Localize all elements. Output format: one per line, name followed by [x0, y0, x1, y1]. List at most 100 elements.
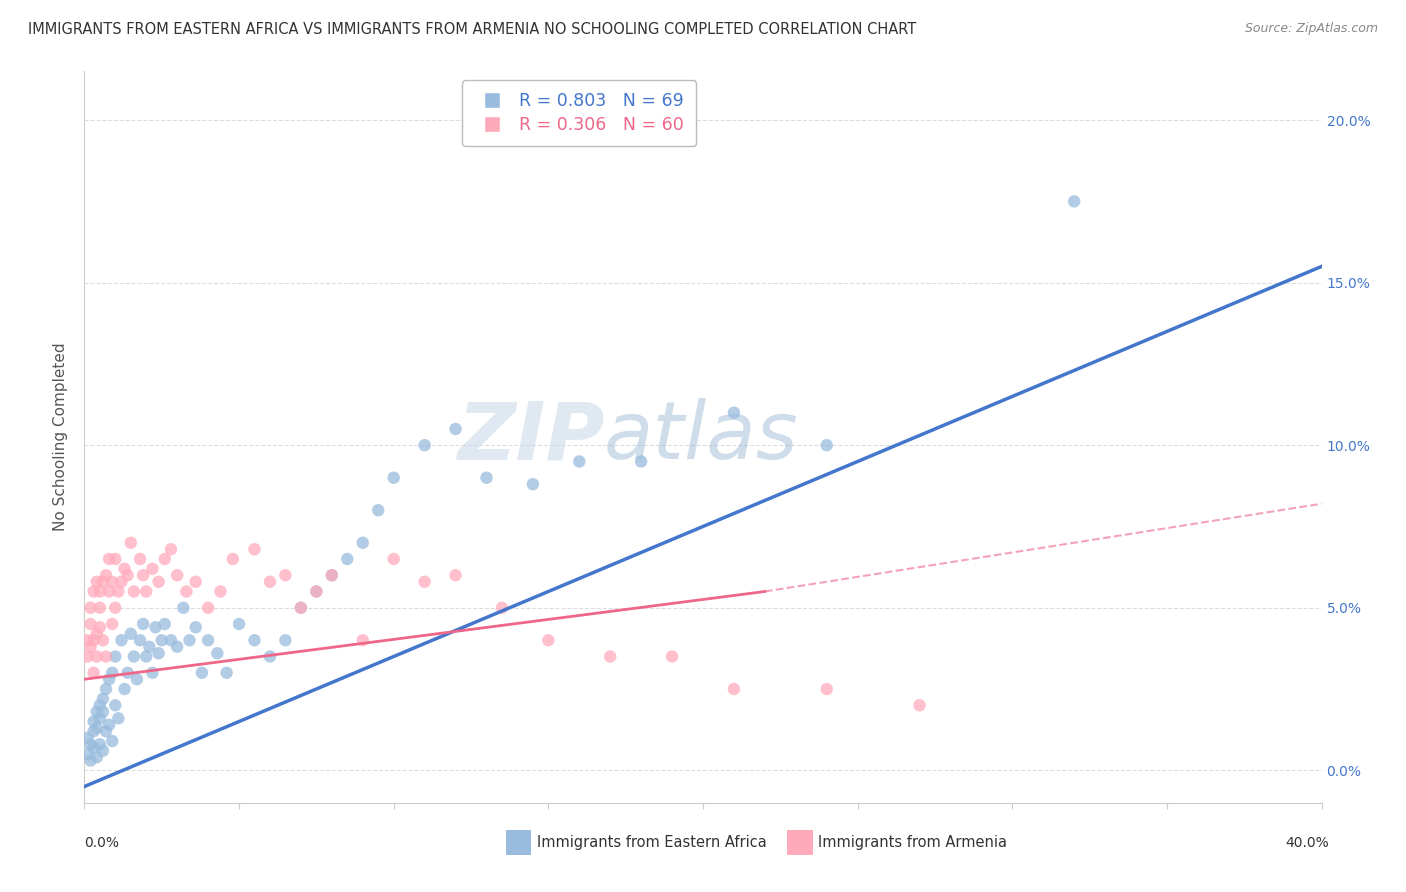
Point	[104, 552, 127, 566]
Point	[107, 584, 129, 599]
Point	[129, 552, 152, 566]
Point	[120, 535, 142, 549]
Point	[145, 620, 167, 634]
Point	[153, 617, 176, 632]
Point	[91, 744, 114, 758]
Point	[83, 633, 105, 648]
Point	[352, 535, 374, 549]
Point	[723, 406, 745, 420]
Point	[599, 649, 621, 664]
Point	[98, 584, 121, 599]
Point	[104, 649, 127, 664]
Point	[166, 640, 188, 654]
Point	[207, 646, 229, 660]
Point	[89, 584, 111, 599]
Point	[79, 737, 101, 751]
Point	[83, 714, 105, 729]
Point	[141, 562, 163, 576]
Point	[179, 633, 201, 648]
Point	[98, 673, 121, 687]
Point	[120, 626, 142, 640]
Point	[76, 731, 98, 745]
Point	[98, 552, 121, 566]
Point	[141, 665, 163, 680]
Point	[76, 747, 98, 761]
Point	[107, 711, 129, 725]
Point	[122, 584, 145, 599]
Point	[101, 574, 124, 589]
Point	[290, 600, 312, 615]
Legend: R = 0.803   N = 69, R = 0.306   N = 60: R = 0.803 N = 69, R = 0.306 N = 60	[463, 80, 696, 146]
Point	[86, 649, 108, 664]
Point	[723, 681, 745, 696]
Point	[444, 568, 467, 582]
Point	[321, 568, 343, 582]
Point	[94, 724, 117, 739]
Point	[83, 740, 105, 755]
Point	[491, 600, 513, 615]
Point	[83, 724, 105, 739]
Point	[135, 649, 157, 664]
Point	[122, 649, 145, 664]
Point	[243, 542, 266, 557]
Point	[76, 633, 98, 648]
Point	[79, 600, 101, 615]
Text: atlas: atlas	[605, 398, 799, 476]
Point	[94, 568, 117, 582]
Text: 0.0%: 0.0%	[84, 836, 120, 850]
Point	[336, 552, 359, 566]
Point	[815, 681, 838, 696]
Point	[215, 665, 238, 680]
Point	[148, 646, 170, 660]
Point	[661, 649, 683, 664]
Point	[117, 665, 139, 680]
Point	[79, 640, 101, 654]
Point	[367, 503, 389, 517]
Point	[89, 600, 111, 615]
Point	[630, 454, 652, 468]
Point	[176, 584, 198, 599]
Point	[522, 477, 544, 491]
Point	[94, 681, 117, 696]
Point	[243, 633, 266, 648]
Point	[444, 422, 467, 436]
Point	[160, 542, 183, 557]
Point	[197, 600, 219, 615]
Point	[91, 574, 114, 589]
Point	[537, 633, 560, 648]
Point	[382, 471, 405, 485]
Point	[110, 633, 132, 648]
Point	[86, 721, 108, 735]
Point	[153, 552, 176, 566]
Point	[91, 691, 114, 706]
Text: Immigrants from Eastern Africa: Immigrants from Eastern Africa	[537, 836, 766, 850]
Point	[114, 562, 136, 576]
Point	[290, 600, 312, 615]
Point	[228, 617, 250, 632]
Point	[83, 584, 105, 599]
Text: ZIP: ZIP	[457, 398, 605, 476]
Point	[104, 600, 127, 615]
Point	[104, 698, 127, 713]
Point	[101, 734, 124, 748]
Point	[79, 754, 101, 768]
Point	[184, 620, 207, 634]
Point	[166, 568, 188, 582]
Point	[89, 711, 111, 725]
Text: IMMIGRANTS FROM EASTERN AFRICA VS IMMIGRANTS FROM ARMENIA NO SCHOOLING COMPLETED: IMMIGRANTS FROM EASTERN AFRICA VS IMMIGR…	[28, 22, 917, 37]
Point	[908, 698, 931, 713]
Point	[184, 574, 207, 589]
Point	[86, 626, 108, 640]
Point	[91, 705, 114, 719]
Point	[89, 698, 111, 713]
Point	[160, 633, 183, 648]
Point	[259, 574, 281, 589]
Point	[815, 438, 838, 452]
Text: 40.0%: 40.0%	[1285, 836, 1329, 850]
Point	[138, 640, 160, 654]
Point	[259, 649, 281, 664]
Point	[568, 454, 591, 468]
Point	[1063, 194, 1085, 209]
Point	[89, 620, 111, 634]
Point	[86, 574, 108, 589]
